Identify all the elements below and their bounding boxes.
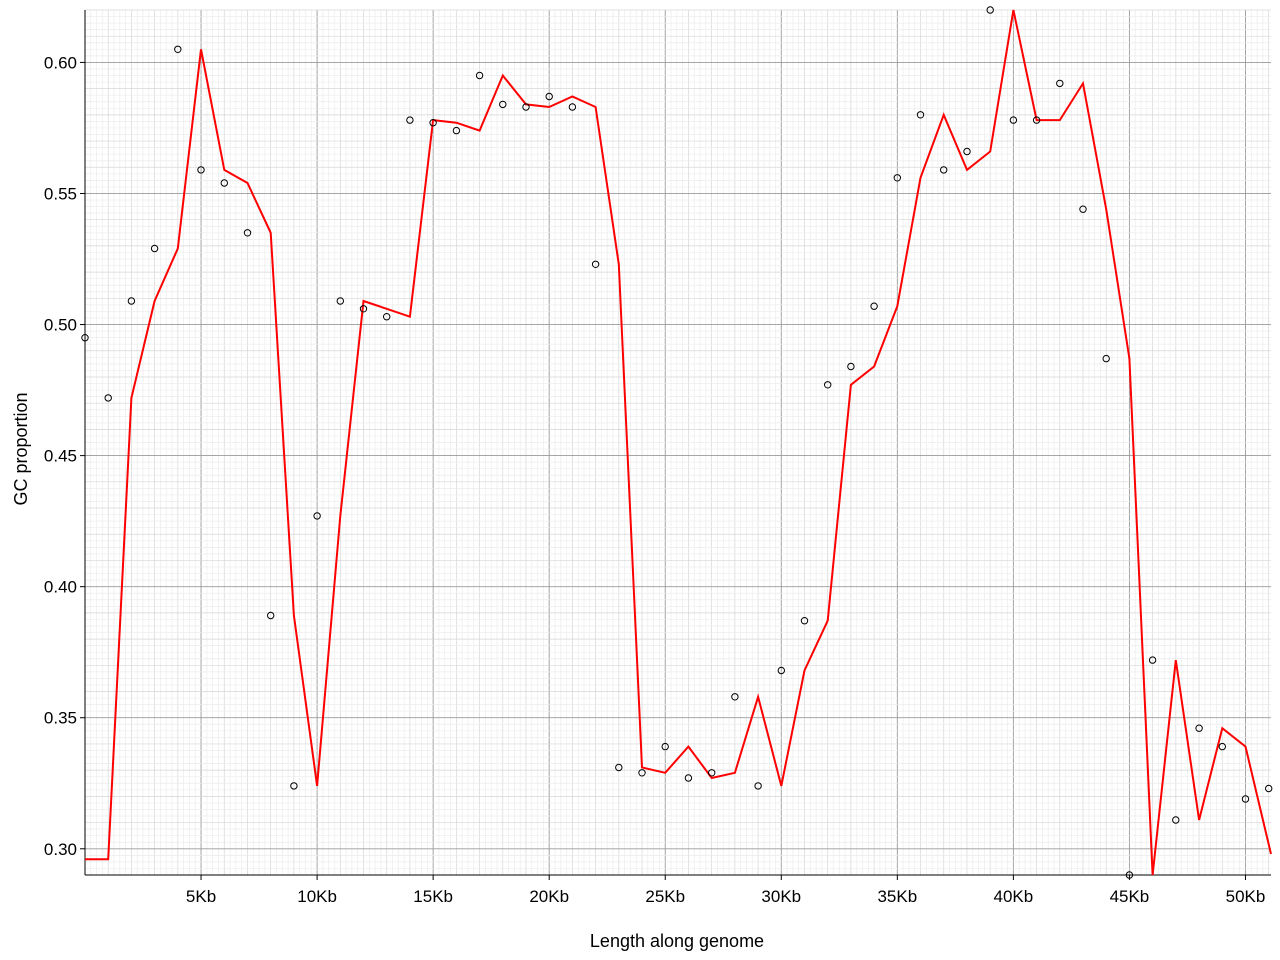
data-point (313, 512, 321, 520)
data-point (1265, 784, 1273, 793)
data-point (986, 6, 994, 14)
x-tick-label: 10Kb (297, 887, 337, 906)
x-tick-label: 5Kb (186, 887, 216, 906)
data-point (267, 611, 275, 620)
data-point (452, 126, 461, 135)
data-point (893, 174, 901, 182)
data-point (174, 45, 182, 53)
x-tick-label: 45Kb (1110, 887, 1150, 906)
x-tick-label: 40Kb (994, 887, 1034, 906)
data-point (1195, 724, 1203, 732)
data-point (243, 229, 252, 237)
data-point (1218, 742, 1227, 751)
data-point (104, 394, 112, 402)
y-tick-label: 0.30 (44, 840, 77, 859)
data-point (1009, 116, 1018, 124)
plot-frame (84, 10, 1271, 876)
gc-smoothed-line (85, 9, 1272, 876)
data-point (406, 116, 414, 124)
data-point (916, 111, 925, 119)
data-point (290, 782, 298, 790)
x-axis-ticks: 5Kb 10Kb 15Kb 20Kb 25Kb 30Kb 35Kb 40Kb 45Kb 50Kb (186, 875, 1265, 906)
data-point (359, 305, 368, 313)
data-point (800, 617, 809, 625)
data-point (1032, 116, 1041, 124)
data-point (545, 92, 553, 101)
data-point (731, 693, 739, 701)
y-tick-label: 0.45 (44, 447, 77, 466)
data-point (684, 774, 693, 782)
data-point (220, 179, 229, 187)
data-point (1172, 816, 1180, 824)
scatter-points (81, 6, 1273, 879)
data-point (870, 302, 878, 310)
data-point (429, 119, 437, 127)
data-point (81, 334, 89, 342)
y-axis-ticks: 0.30 0.35 0.40 0.45 0.50 0.55 0.60 (44, 53, 85, 859)
data-point (940, 166, 948, 174)
data-point (150, 244, 159, 253)
data-point (197, 166, 205, 174)
data-point (336, 297, 344, 305)
data-point (708, 769, 716, 777)
data-point (963, 147, 971, 156)
x-tick-label: 35Kb (877, 887, 917, 906)
y-tick-label: 0.55 (44, 184, 77, 203)
data-point (847, 362, 855, 371)
data-point (1241, 795, 1250, 803)
data-point (777, 666, 785, 675)
x-tick-label: 50Kb (1226, 887, 1266, 906)
y-tick-label: 0.35 (44, 709, 77, 728)
data-point (824, 381, 832, 389)
y-tick-label: 0.50 (44, 316, 77, 335)
data-point (754, 782, 762, 790)
data-point (475, 71, 484, 80)
x-tick-label: 25Kb (645, 887, 685, 906)
data-point (1056, 79, 1064, 88)
data-point (522, 103, 530, 111)
y-tick-label: 0.40 (44, 578, 77, 597)
x-tick-label: 20Kb (529, 887, 569, 906)
data-point (383, 313, 391, 321)
data-point (1102, 354, 1110, 363)
data-point (127, 297, 136, 305)
red-line-series (85, 9, 1272, 876)
x-axis-title: Length along genome (590, 931, 764, 951)
x-tick-label: 30Kb (761, 887, 801, 906)
data-point (499, 100, 507, 109)
grid (85, 9, 1271, 876)
y-tick-label: 0.60 (44, 53, 77, 72)
data-point (1148, 656, 1157, 664)
y-axis-title: GC proportion (11, 392, 31, 505)
data-point (568, 103, 577, 111)
data-point (638, 769, 646, 777)
data-point (615, 763, 623, 772)
data-point (1079, 205, 1087, 213)
x-tick-label: 15Kb (413, 887, 453, 906)
data-point (661, 742, 669, 751)
data-point (591, 260, 600, 268)
